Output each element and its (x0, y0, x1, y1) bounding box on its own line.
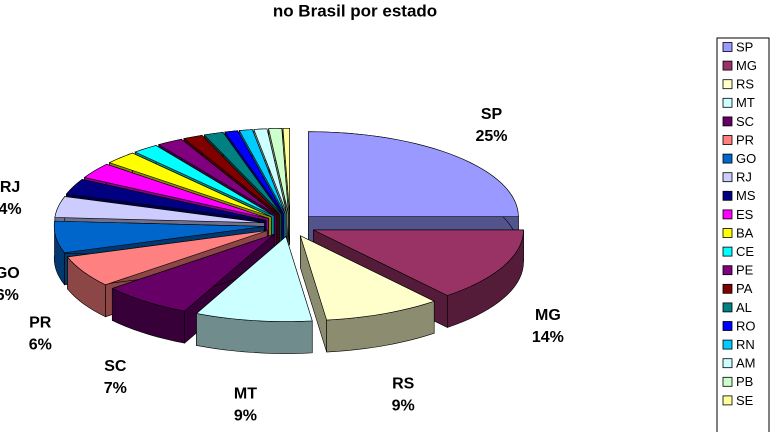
data-label: 9% (234, 407, 257, 424)
data-label-category: SP (481, 106, 503, 123)
legend-swatch (722, 228, 733, 238)
legend-label: AL (736, 300, 752, 315)
data-label-category: MG (535, 307, 561, 324)
legend-label: AM (736, 356, 756, 371)
data-label-category: GO (0, 265, 20, 282)
slice-top (54, 196, 265, 224)
legend-label: PA (736, 281, 753, 296)
slice (195, 235, 313, 354)
legend-label: RO (736, 318, 756, 333)
data-label: 25% (476, 128, 508, 145)
legend-swatch (722, 321, 733, 331)
data-label: 6% (0, 287, 19, 304)
data-label-category: RS (392, 376, 415, 393)
slice-top (183, 134, 280, 215)
data-label: 7% (104, 380, 127, 397)
slice-top (299, 235, 435, 321)
legend-swatch (722, 302, 733, 313)
slice-top (308, 131, 519, 218)
legend-label: RN (736, 337, 755, 352)
slice-top (195, 236, 313, 322)
legend-label: CE (736, 244, 754, 259)
slice-top (83, 163, 269, 219)
legend-label: SC (736, 114, 754, 129)
legend-label: SE (736, 393, 754, 408)
data-label: 14% (532, 329, 564, 346)
legend-swatch (722, 97, 733, 108)
legend-swatch (722, 395, 733, 406)
legend-label: BA (736, 225, 754, 240)
legend-swatch (722, 116, 733, 127)
legend-swatch (722, 358, 733, 369)
chart-title: no Brasil por estado (273, 1, 437, 20)
slice-top (66, 230, 268, 286)
slice-top (268, 128, 289, 214)
legend-swatch (722, 153, 733, 164)
slice-top (203, 131, 282, 215)
legend-label: MS (736, 188, 756, 203)
data-label-category: MT (234, 385, 257, 402)
legend-swatch (722, 265, 733, 276)
slice-top (53, 220, 265, 254)
data-label: 6% (29, 337, 52, 354)
legend-label: GO (736, 151, 756, 166)
legend-swatch (722, 283, 733, 294)
legend-swatch (722, 190, 733, 201)
legend-swatch (722, 339, 733, 350)
legend-swatch (722, 79, 733, 90)
slice-top (238, 129, 286, 214)
slice-top (224, 130, 284, 214)
legend-label: RS (736, 77, 754, 92)
slice-top (253, 128, 288, 214)
data-label: 4% (0, 201, 22, 218)
data-label-category: SC (104, 358, 127, 375)
legend-swatch (722, 135, 733, 145)
legend-swatch (722, 42, 733, 52)
legend-swatch (722, 209, 733, 220)
legend-label: SP (736, 39, 753, 54)
legend-label: PR (736, 132, 754, 147)
legend-swatch (722, 172, 733, 183)
legend-label: MG (736, 58, 757, 73)
slice-top (111, 233, 275, 312)
slice-top (157, 138, 277, 216)
legend-swatch (722, 376, 733, 387)
slice-top (65, 179, 267, 221)
data-label-category: PR (29, 315, 52, 332)
legend-swatch (722, 60, 733, 71)
legend-swatch (722, 246, 733, 257)
data-label: 9% (392, 398, 415, 415)
slice (299, 235, 435, 353)
legend-label: PB (736, 374, 753, 389)
slice-top (134, 145, 275, 217)
slice-top (108, 152, 272, 218)
legend-label: ES (736, 207, 754, 222)
slice-top (313, 229, 524, 296)
legend-label: MT (736, 95, 755, 110)
data-label-category: RJ (0, 179, 20, 196)
legend-label: PE (736, 263, 754, 278)
slice-top (282, 128, 290, 214)
legend-label: RJ (736, 170, 752, 185)
